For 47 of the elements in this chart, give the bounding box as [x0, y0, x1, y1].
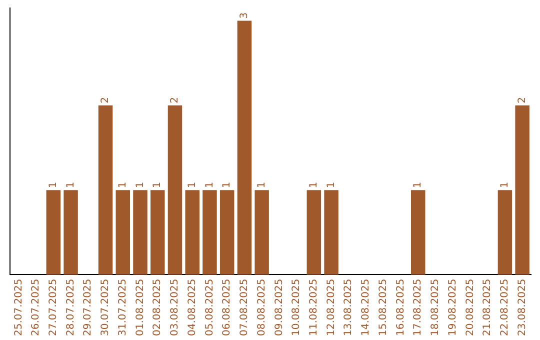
x-tick-label: 13.08.2025 — [343, 278, 354, 336]
x-tick-label: 25.07.2025 — [13, 278, 24, 336]
x-tick-label: 28.07.2025 — [65, 278, 76, 336]
x-tick-label: 01.08.2025 — [134, 278, 146, 336]
data-label: 1 — [65, 182, 76, 188]
data-label: 1 — [134, 182, 146, 188]
data-label: 1 — [152, 182, 164, 188]
x-tick-label: 14.08.2025 — [360, 278, 372, 336]
x-tick-label: 29.07.2025 — [82, 278, 94, 336]
x-tick-label: 02.08.2025 — [152, 278, 164, 336]
data-label: 1 — [500, 182, 511, 188]
x-tick-label: 20.08.2025 — [464, 278, 476, 336]
data-label: 2 — [100, 97, 112, 104]
data-label: 2 — [516, 97, 528, 104]
x-tick-label: 22.08.2025 — [500, 278, 511, 336]
data-label: 2 — [170, 97, 181, 104]
x-tick-label: 08.08.2025 — [256, 278, 268, 336]
data-label: 1 — [186, 182, 198, 188]
data-label: 1 — [48, 182, 60, 188]
x-tick-label: 17.08.2025 — [412, 278, 424, 336]
data-label: 1 — [412, 182, 424, 188]
x-tick-label: 10.08.2025 — [291, 278, 302, 336]
x-tick-label: 07.08.2025 — [239, 278, 250, 336]
x-tick-label: 03.08.2025 — [170, 278, 181, 336]
x-tick-label: 12.08.2025 — [326, 278, 337, 336]
x-tick-label: 05.08.2025 — [204, 278, 216, 336]
x-tick-label: 26.07.2025 — [30, 278, 42, 336]
data-label: 1 — [222, 182, 233, 188]
data-label: 1 — [204, 182, 216, 188]
x-tick-label: 18.08.2025 — [430, 278, 442, 336]
x-tick-label: 04.08.2025 — [186, 278, 198, 336]
x-tick-label: 31.07.2025 — [117, 278, 128, 336]
x-tick-label: 09.08.2025 — [274, 278, 285, 336]
x-tick-label: 23.08.2025 — [516, 278, 528, 336]
data-label: 3 — [239, 12, 250, 19]
data-label: 1 — [117, 182, 128, 188]
data-label: 1 — [308, 182, 320, 188]
x-tick-label: 06.08.2025 — [222, 278, 233, 336]
x-tick-label: 15.08.2025 — [378, 278, 389, 336]
x-tick-label: 30.07.2025 — [100, 278, 112, 336]
x-tick-label: 21.08.2025 — [482, 278, 494, 336]
x-tick-label: 11.08.2025 — [308, 278, 320, 336]
data-label: 1 — [326, 182, 337, 188]
x-tick-label: 19.08.2025 — [447, 278, 458, 336]
data-label: 1 — [256, 182, 268, 188]
x-tick-label: 16.08.2025 — [395, 278, 406, 336]
x-tick-label: 27.07.2025 — [48, 278, 60, 336]
